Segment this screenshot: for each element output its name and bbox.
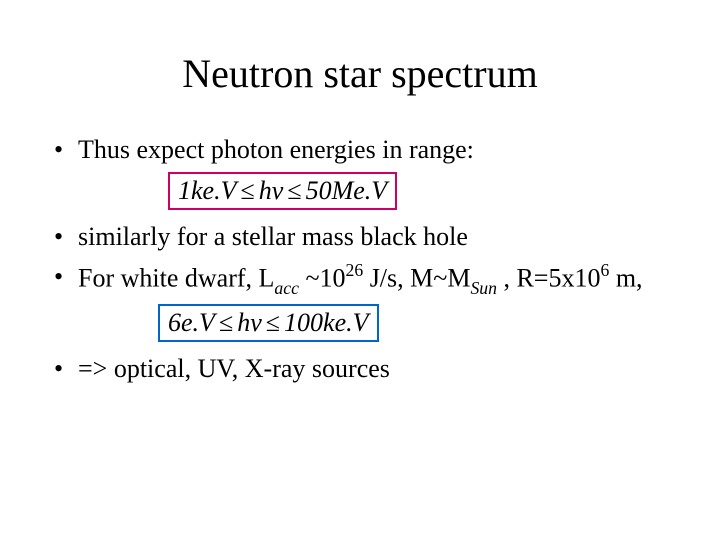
bullet-4: => optical, UV, X-ray sources bbox=[50, 352, 670, 385]
bullet-1-text: Thus expect photon energies in range: bbox=[78, 135, 474, 164]
f2-rhs-unit-v: V bbox=[353, 308, 369, 337]
formula-2-row: 6e.V≤hν≤100ke.V bbox=[50, 304, 670, 342]
f1-le1: ≤ bbox=[236, 176, 258, 205]
f1-le2: ≤ bbox=[283, 176, 305, 205]
b3-sub-sun: Sun bbox=[470, 278, 497, 298]
f2-le1: ≤ bbox=[215, 308, 237, 337]
b3-sup-6: 6 bbox=[600, 260, 609, 280]
f2-nu: ν bbox=[250, 308, 262, 337]
b3-mid2: J/s, M~M bbox=[363, 263, 470, 292]
f2-le2: ≤ bbox=[262, 308, 284, 337]
formula-2-box: 6e.V≤hν≤100ke.V bbox=[158, 304, 379, 342]
f1-rhs-unit-pre: Me. bbox=[332, 176, 372, 205]
f1-lhs-unit-pre: ke. bbox=[191, 176, 221, 205]
f1-lhs-num: 1 bbox=[178, 176, 191, 205]
f1-nu: ν bbox=[272, 176, 284, 205]
bullet-2-text: similarly for a stellar mass black hole bbox=[78, 222, 468, 251]
b3-sub-acc: acc bbox=[274, 278, 299, 298]
slide-title: Neutron star spectrum bbox=[50, 50, 670, 97]
bullet-2: similarly for a stellar mass black hole bbox=[50, 220, 670, 253]
b3-sup-26: 26 bbox=[346, 260, 364, 280]
f2-rhs-unit-pre: ke. bbox=[323, 308, 353, 337]
f2-rhs-num: 100 bbox=[284, 308, 323, 337]
bullet-4-text: => optical, UV, X-ray sources bbox=[78, 354, 390, 383]
b3-pre: For white dwarf, L bbox=[78, 263, 274, 292]
formula-1-box: 1ke.V≤hν≤50Me.V bbox=[168, 172, 397, 210]
b3-mid3: , R=5x10 bbox=[497, 263, 601, 292]
bullet-3: For white dwarf, Lacc ~1026 J/s, M~MSun … bbox=[50, 260, 670, 298]
f1-h: h bbox=[259, 176, 272, 205]
f1-lhs-unit-v: V bbox=[221, 176, 237, 205]
f2-lhs-num: 6 bbox=[168, 308, 181, 337]
f1-rhs-num: 50 bbox=[306, 176, 332, 205]
f2-lhs-unit-v: V bbox=[199, 308, 215, 337]
bullet-1: Thus expect photon energies in range: bbox=[50, 133, 670, 166]
bullet-list-3: => optical, UV, X-ray sources bbox=[50, 352, 670, 385]
slide: Neutron star spectrum Thus expect photon… bbox=[0, 0, 720, 540]
f2-h: h bbox=[237, 308, 250, 337]
formula-1-row: 1ke.V≤hν≤50Me.V bbox=[50, 172, 670, 210]
b3-mid1: ~10 bbox=[299, 263, 346, 292]
bullet-list-2: similarly for a stellar mass black hole … bbox=[50, 220, 670, 298]
bullet-list: Thus expect photon energies in range: bbox=[50, 133, 670, 166]
b3-end: m, bbox=[609, 263, 642, 292]
f1-rhs-unit-v: V bbox=[371, 176, 387, 205]
f2-lhs-unit-pre: e. bbox=[181, 308, 199, 337]
